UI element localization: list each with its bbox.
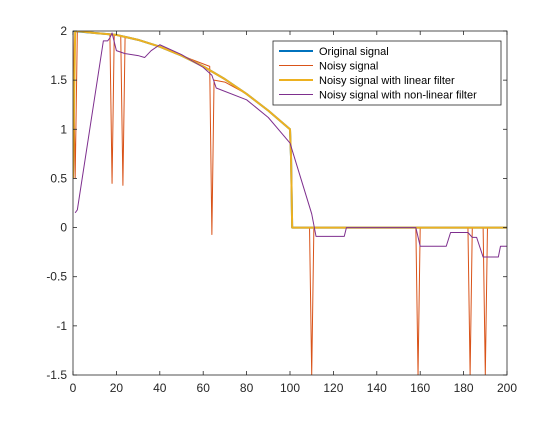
x-tick-label: 160 bbox=[410, 381, 430, 395]
x-tick-label: 100 bbox=[280, 381, 300, 395]
legend-label-4: Noisy signal with non-linear filter bbox=[319, 90, 477, 102]
y-tick-label: -0.5 bbox=[46, 270, 67, 284]
x-tick-label: 60 bbox=[197, 381, 211, 395]
x-tick-label: 20 bbox=[110, 381, 124, 395]
x-tick-label: 80 bbox=[240, 381, 254, 395]
x-tick-label: 180 bbox=[454, 381, 474, 395]
legend: Original signal Noisy signal Noisy signal … bbox=[272, 40, 502, 106]
legend-label-2: Noisy signal bbox=[319, 61, 378, 73]
axes: 0 20 40 60 80 100 120 140 160 180 200 -1.5 -1 -0.5 0 0.… bbox=[46, 24, 517, 395]
x-tick-label: 120 bbox=[323, 381, 343, 395]
x-tick-label: 140 bbox=[367, 381, 387, 395]
x-tick-label: 0 bbox=[70, 381, 77, 395]
y-tick-label: -1.5 bbox=[46, 368, 67, 382]
x-tick-label: 40 bbox=[153, 381, 167, 395]
legend-label-3: Noisy signal with linear filter bbox=[319, 75, 455, 87]
legend-label-1: Original signal bbox=[319, 46, 389, 58]
y-tick-label: 1 bbox=[60, 122, 67, 136]
y-tick-label: 1.5 bbox=[50, 73, 67, 87]
series-line-4 bbox=[74, 32, 507, 258]
series-lines bbox=[73, 31, 507, 375]
y-tick-label: 0 bbox=[60, 221, 67, 235]
y-tick-label: 0.5 bbox=[50, 171, 67, 185]
x-tick-label: 200 bbox=[497, 381, 517, 395]
y-tick-label: -1 bbox=[56, 319, 67, 333]
y-tick-label: 2 bbox=[60, 24, 67, 38]
